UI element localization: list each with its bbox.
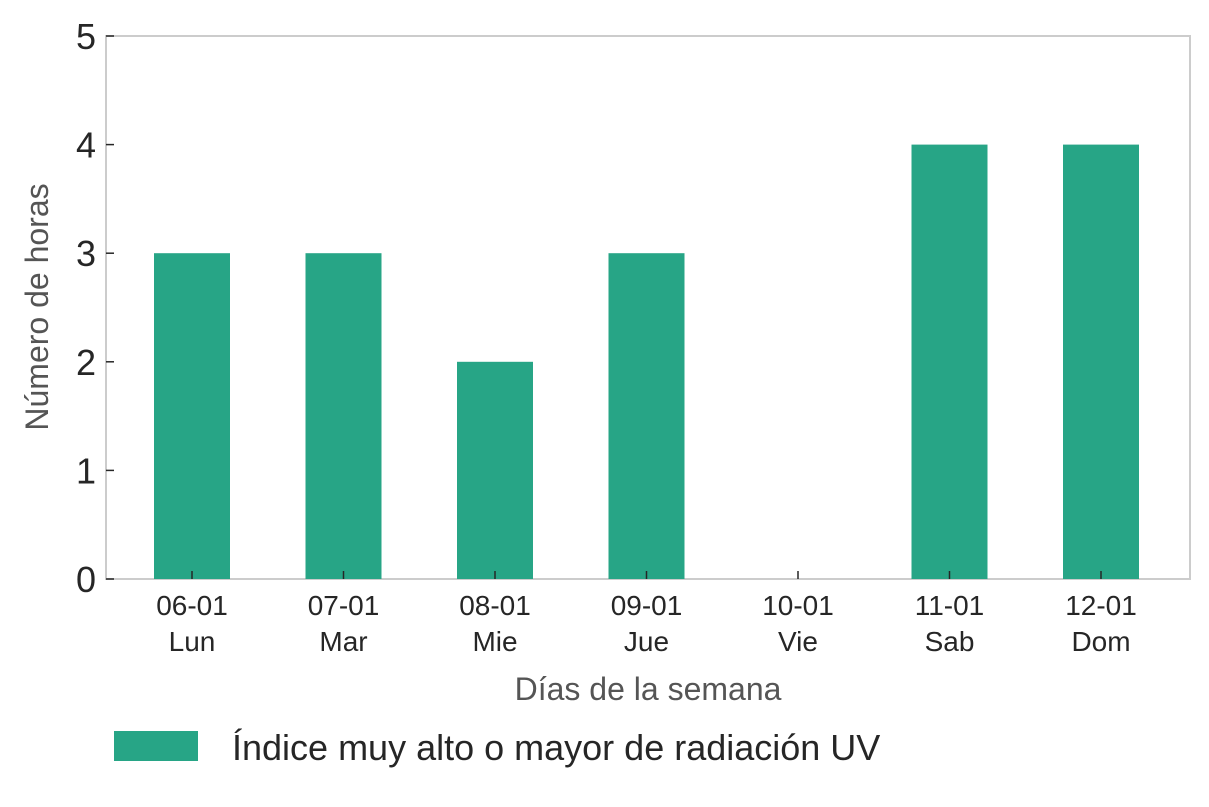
y-tick-label-2: 2 [76,342,96,383]
x-tick-label-5: 11-01 Sab [915,590,985,657]
x-tick-label-3: 09-01 Jue [611,590,683,657]
y-tick-label-0: 0 [76,559,96,600]
x-tick-label-4: 10-01 Vie [762,590,834,657]
bar-1 [305,253,382,579]
legend: Índice muy alto o mayor de radiación UV [114,727,880,768]
bar-5 [911,144,988,579]
bar-2 [457,361,533,579]
bars-group [154,144,1139,579]
x-tick-label-0: 06-01 Lun [156,590,228,657]
y-tick-label-5: 5 [76,16,96,57]
bar-6 [1063,144,1139,579]
x-tick-label-6: 12-01 Dom [1065,590,1137,657]
bar-3 [608,253,685,579]
legend-swatch [114,731,198,761]
y-tick-label-1: 1 [76,450,96,491]
x-axis: 06-01 Lun 07-01 Mar 08-01 Mie 09-01 Jue 10-01 Vie… [156,571,1137,657]
y-axis-title: Número de horas [19,183,55,430]
y-tick-label-4: 4 [76,125,96,166]
bar-0 [154,253,230,579]
y-tick-label-3: 3 [76,233,96,274]
x-axis-title: Días de la semana [515,671,782,707]
y-axis: 0 1 2 3 4 5 [76,16,114,600]
legend-label: Índice muy alto o mayor de radiación UV [232,727,880,768]
x-tick-label-1: 07-01 Mar [308,590,380,657]
x-tick-label-2: 08-01 Mie [459,590,531,657]
